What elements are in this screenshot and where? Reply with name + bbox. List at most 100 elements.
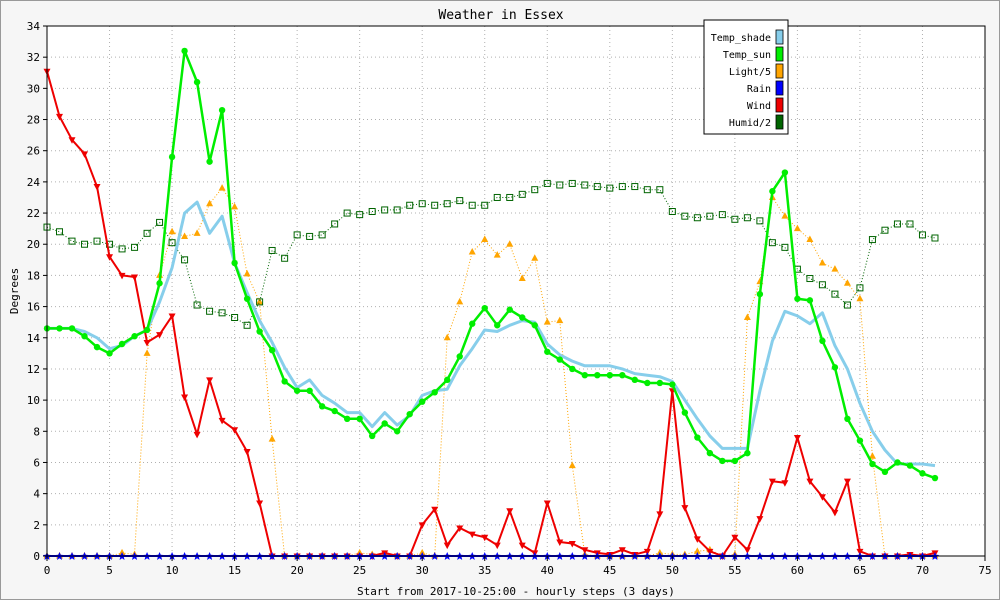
data-point-temp-sun [806,297,814,304]
series-line-humid-2 [46,182,936,326]
data-point-humid-2 [668,208,676,215]
data-point-humid-2 [556,181,564,189]
y-tick-label: 26 [27,145,40,158]
data-point-temp-sun [131,333,138,340]
series-temp-sun [43,47,939,482]
data-point-temp-sun [544,348,551,355]
data-point-light-5 [843,279,851,286]
data-point-light-5 [143,349,151,356]
data-point-temp-sun [606,371,613,379]
data-point-wind [743,547,751,554]
data-point-temp-sun [619,371,626,379]
data-point-humid-2 [918,231,926,239]
data-point-humid-2 [393,206,401,214]
x-tick-label: 25 [353,564,366,577]
data-point-humid-2 [743,214,751,222]
y-tick-label: 24 [27,176,41,189]
data-point-light-5 [493,251,501,258]
data-point-humid-2 [843,301,851,309]
data-point-temp-sun [631,376,639,384]
data-point-wind [493,542,501,550]
data-point-temp-sun [218,106,226,114]
data-point-wind [106,254,114,261]
data-point-light-5 [206,199,214,207]
data-point-temp-sun [143,326,151,334]
data-point-temp-sun [368,432,376,440]
data-point-humid-2 [406,201,414,209]
data-point-temp-sun [756,290,764,298]
data-point-humid-2 [181,256,189,264]
data-point-humid-2 [131,243,139,251]
data-point-temp-sun [281,378,288,385]
data-point-humid-2 [893,220,901,228]
data-point-temp-sun [919,470,926,477]
data-point-humid-2 [906,220,914,228]
plot-background [47,26,985,556]
data-point-temp-sun [581,371,588,379]
legend-swatch [775,97,784,113]
data-point-wind [56,113,64,121]
legend-label: Light/5 [729,67,771,78]
data-point-humid-2 [331,220,339,228]
data-point-humid-2 [931,234,939,242]
data-point-humid-2 [443,200,451,208]
data-point-wind [131,274,139,281]
y-tick-label: 32 [27,51,40,64]
series-line-temp-shade [47,200,936,468]
data-point-temp-sun [769,188,776,195]
legend-swatch [775,80,784,96]
legend-swatch [775,114,784,130]
data-point-temp-sun [381,420,388,427]
data-point-wind [581,547,589,554]
data-point-light-5 [568,461,576,469]
data-point-temp-sun [694,434,701,441]
legend-label: Temp_sun [723,50,771,61]
data-point-temp-sun [419,398,426,405]
data-point-wind [693,536,701,543]
data-point-light-5 [243,269,251,277]
data-point-temp-sun [781,169,789,176]
data-point-humid-2 [56,228,64,236]
data-point-humid-2 [243,321,251,329]
x-tick-label: 70 [916,564,929,577]
data-point-temp-sun [293,387,301,394]
data-point-temp-sun [406,410,413,418]
data-point-temp-sun [256,328,263,335]
data-point-humid-2 [881,226,889,234]
data-point-temp-sun [318,403,326,410]
data-point-wind [68,137,76,144]
x-tick-label: 15 [228,564,241,577]
data-point-temp-sun [569,365,576,373]
data-point-wind [556,539,564,546]
legend-box [703,19,789,135]
data-point-humid-2 [781,243,789,251]
data-point-humid-2 [618,183,626,191]
data-point-wind [756,516,764,523]
data-point-wind [181,394,189,401]
data-point-temp-sun [168,153,176,161]
data-point-wind [118,272,126,280]
data-point-temp-sun [356,415,363,423]
data-point-humid-2 [493,193,501,201]
data-point-temp-sun [444,376,451,384]
data-point-light-5 [168,227,176,235]
data-point-wind [156,332,164,339]
data-point-wind [681,505,689,512]
data-point-temp-sun [331,407,338,415]
data-point-wind [543,500,551,507]
data-point-temp-sun [706,449,714,457]
data-point-humid-2 [256,298,264,306]
data-point-humid-2 [506,193,514,201]
data-point-light-5 [456,297,464,305]
data-point-temp-sun [393,428,401,435]
data-point-humid-2 [718,211,726,219]
data-point-humid-2 [593,183,601,191]
data-point-wind [831,509,839,517]
data-point-humid-2 [418,200,426,208]
x-axis-label: Start from 2017-10-25:00 - hourly steps … [357,585,675,598]
y-tick-label: 18 [27,269,40,282]
data-point-temp-sun [193,78,201,86]
y-tick-label: 16 [27,301,40,314]
data-point-wind [781,480,789,487]
